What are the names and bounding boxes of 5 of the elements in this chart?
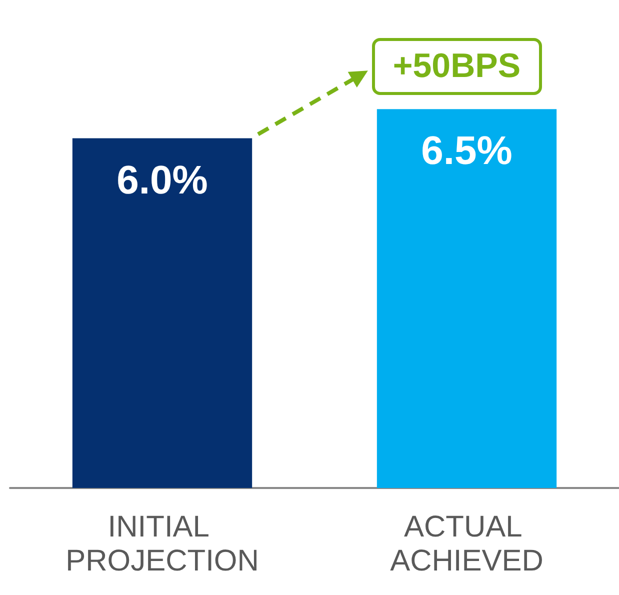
data-label: 6.0% <box>116 158 208 202</box>
x-tick-label: ACTUAL ACHIEVED <box>390 510 544 578</box>
x-tick-label: INITIAL PROJECTION <box>66 510 259 578</box>
data-label: 6.5% <box>421 129 512 174</box>
text: +50BPS <box>372 38 542 96</box>
